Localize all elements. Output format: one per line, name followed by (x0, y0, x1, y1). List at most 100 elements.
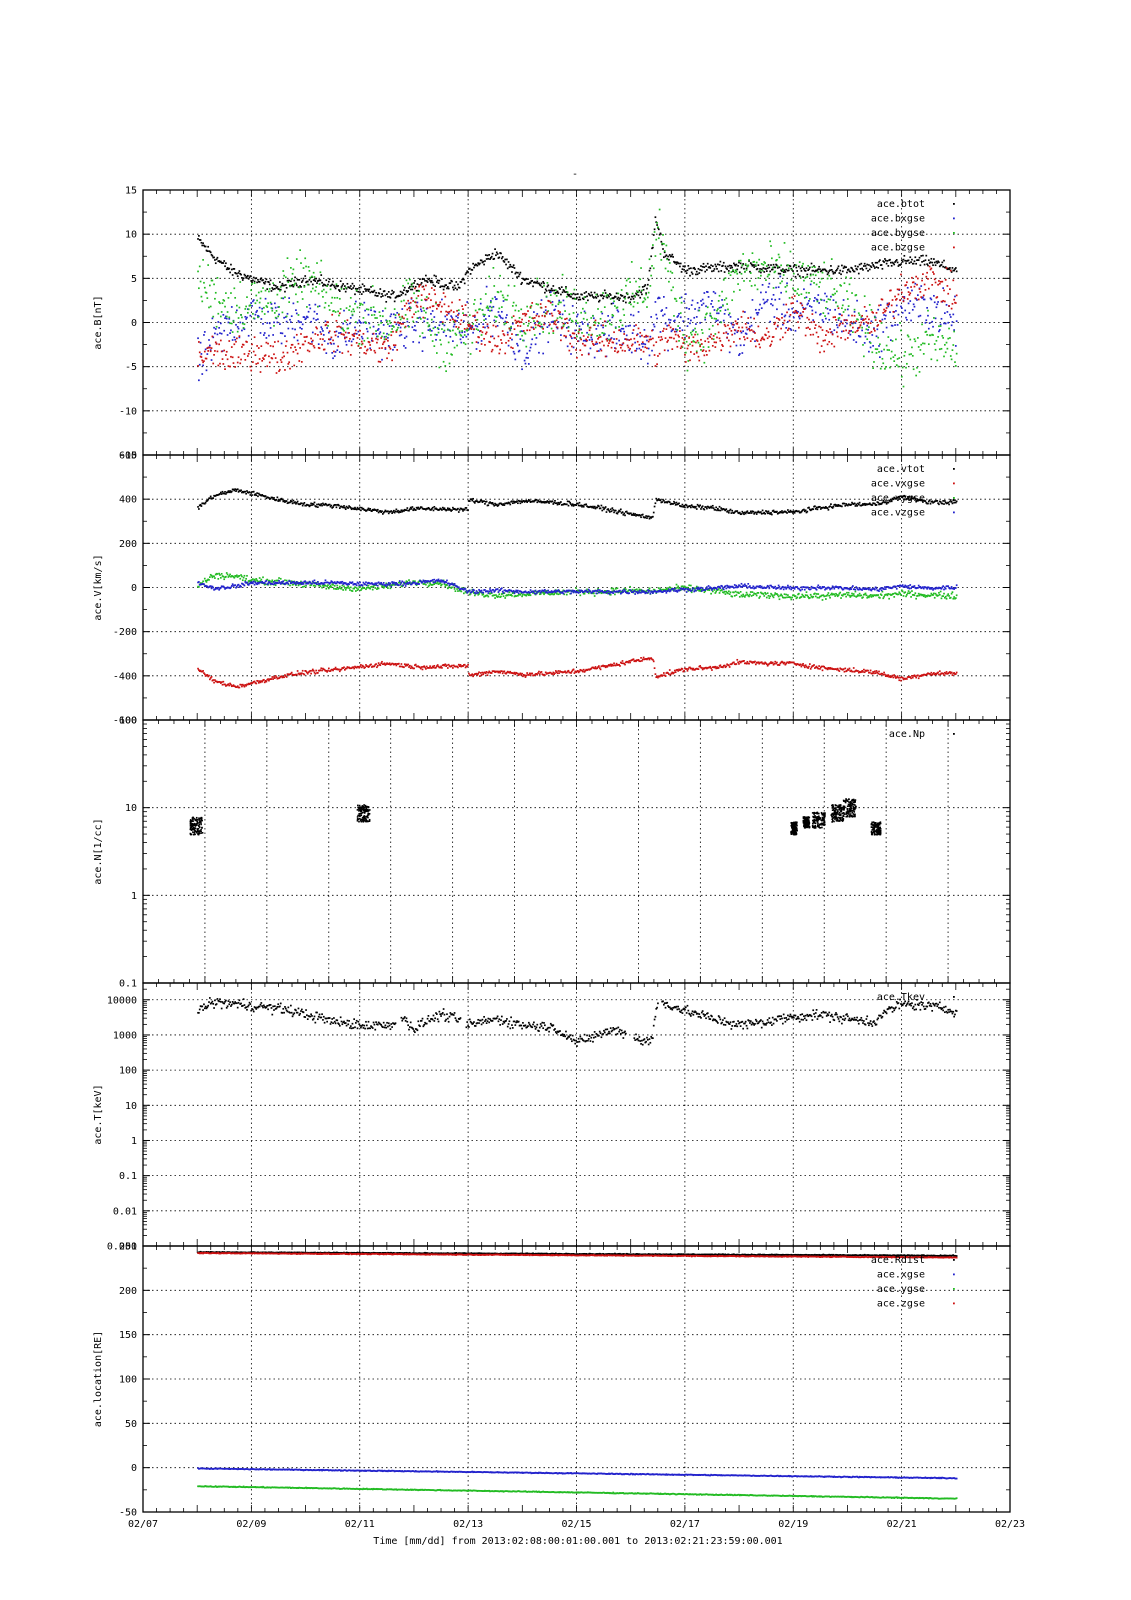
data-point (431, 281, 434, 284)
data-point (949, 355, 952, 357)
data-point (881, 267, 884, 270)
data-point (528, 499, 531, 502)
data-point (910, 353, 912, 355)
data-point (269, 279, 272, 282)
data-point (613, 511, 615, 514)
data-point (711, 300, 713, 302)
data-point (594, 343, 597, 346)
data-point (742, 263, 745, 265)
data-point (796, 312, 799, 314)
data-point (731, 509, 734, 512)
data-point (527, 498, 530, 501)
data-point (346, 319, 349, 322)
data-point (205, 357, 208, 360)
data-point (321, 504, 323, 507)
data-point (315, 326, 318, 329)
data-point (903, 296, 906, 298)
data-point (657, 498, 660, 500)
data-point (952, 499, 955, 502)
data-point (311, 340, 313, 343)
data-point (365, 322, 367, 324)
data-point (269, 497, 272, 500)
data-point (500, 290, 502, 293)
data-point (645, 293, 647, 296)
data-point (557, 321, 560, 323)
data-point (252, 299, 255, 301)
data-point (246, 296, 248, 299)
data-point (306, 335, 308, 338)
data-point (850, 503, 853, 506)
data-point (684, 265, 686, 268)
data-point (689, 274, 691, 277)
data-point (563, 304, 566, 307)
data-point (385, 335, 388, 338)
data-point (668, 258, 670, 261)
data-point (906, 286, 909, 289)
data-point (700, 269, 703, 272)
data-point (273, 324, 275, 327)
data-point (771, 257, 773, 260)
data-point (770, 343, 772, 346)
data-point (864, 332, 867, 334)
data-point (586, 339, 588, 342)
data-point (652, 323, 655, 326)
data-point (559, 311, 561, 313)
data-point (224, 683, 226, 686)
data-point (209, 350, 212, 353)
data-point (499, 274, 501, 277)
data-point (251, 494, 253, 496)
data-point (556, 326, 559, 329)
data-point (198, 265, 201, 268)
data-point (198, 363, 201, 366)
data-point (466, 301, 469, 303)
data-point (927, 314, 929, 317)
data-point (384, 509, 387, 512)
data-point (399, 330, 402, 333)
data-point (348, 309, 350, 311)
data-point (352, 308, 355, 311)
data-point (853, 314, 856, 317)
data-point (292, 302, 295, 305)
data-point (697, 355, 700, 358)
data-point (588, 329, 591, 332)
data-point (889, 498, 892, 501)
data-point (402, 321, 404, 324)
data-point (379, 314, 382, 317)
data-point (551, 314, 554, 317)
data-point (863, 262, 866, 265)
data-point (647, 279, 650, 281)
data-point (916, 294, 919, 297)
data-point (781, 316, 783, 319)
data-point (881, 357, 884, 360)
data-point (709, 506, 712, 509)
data-point (913, 260, 916, 263)
data-point (454, 332, 457, 335)
data-point (733, 263, 736, 266)
data-point (386, 357, 388, 360)
data-point (952, 313, 955, 316)
data-point (942, 287, 945, 289)
data-point (202, 361, 204, 364)
data-point (543, 311, 545, 314)
data-point (307, 310, 310, 313)
data-point (754, 332, 756, 334)
data-point (806, 303, 809, 306)
data-point (349, 317, 352, 319)
data-point (665, 307, 668, 309)
data-point (695, 331, 697, 333)
data-point (808, 318, 810, 321)
data-point (524, 314, 527, 317)
data-point (906, 281, 908, 284)
data-point (362, 321, 365, 324)
data-point (516, 320, 518, 323)
data-point (377, 328, 380, 330)
data-point (772, 336, 775, 338)
data-point (949, 500, 951, 503)
data-point (771, 268, 774, 271)
data-point (699, 504, 701, 507)
data-point (702, 302, 705, 305)
data-point (383, 340, 386, 343)
data-point (900, 495, 902, 498)
data-point (453, 319, 456, 322)
data-point (815, 270, 818, 272)
